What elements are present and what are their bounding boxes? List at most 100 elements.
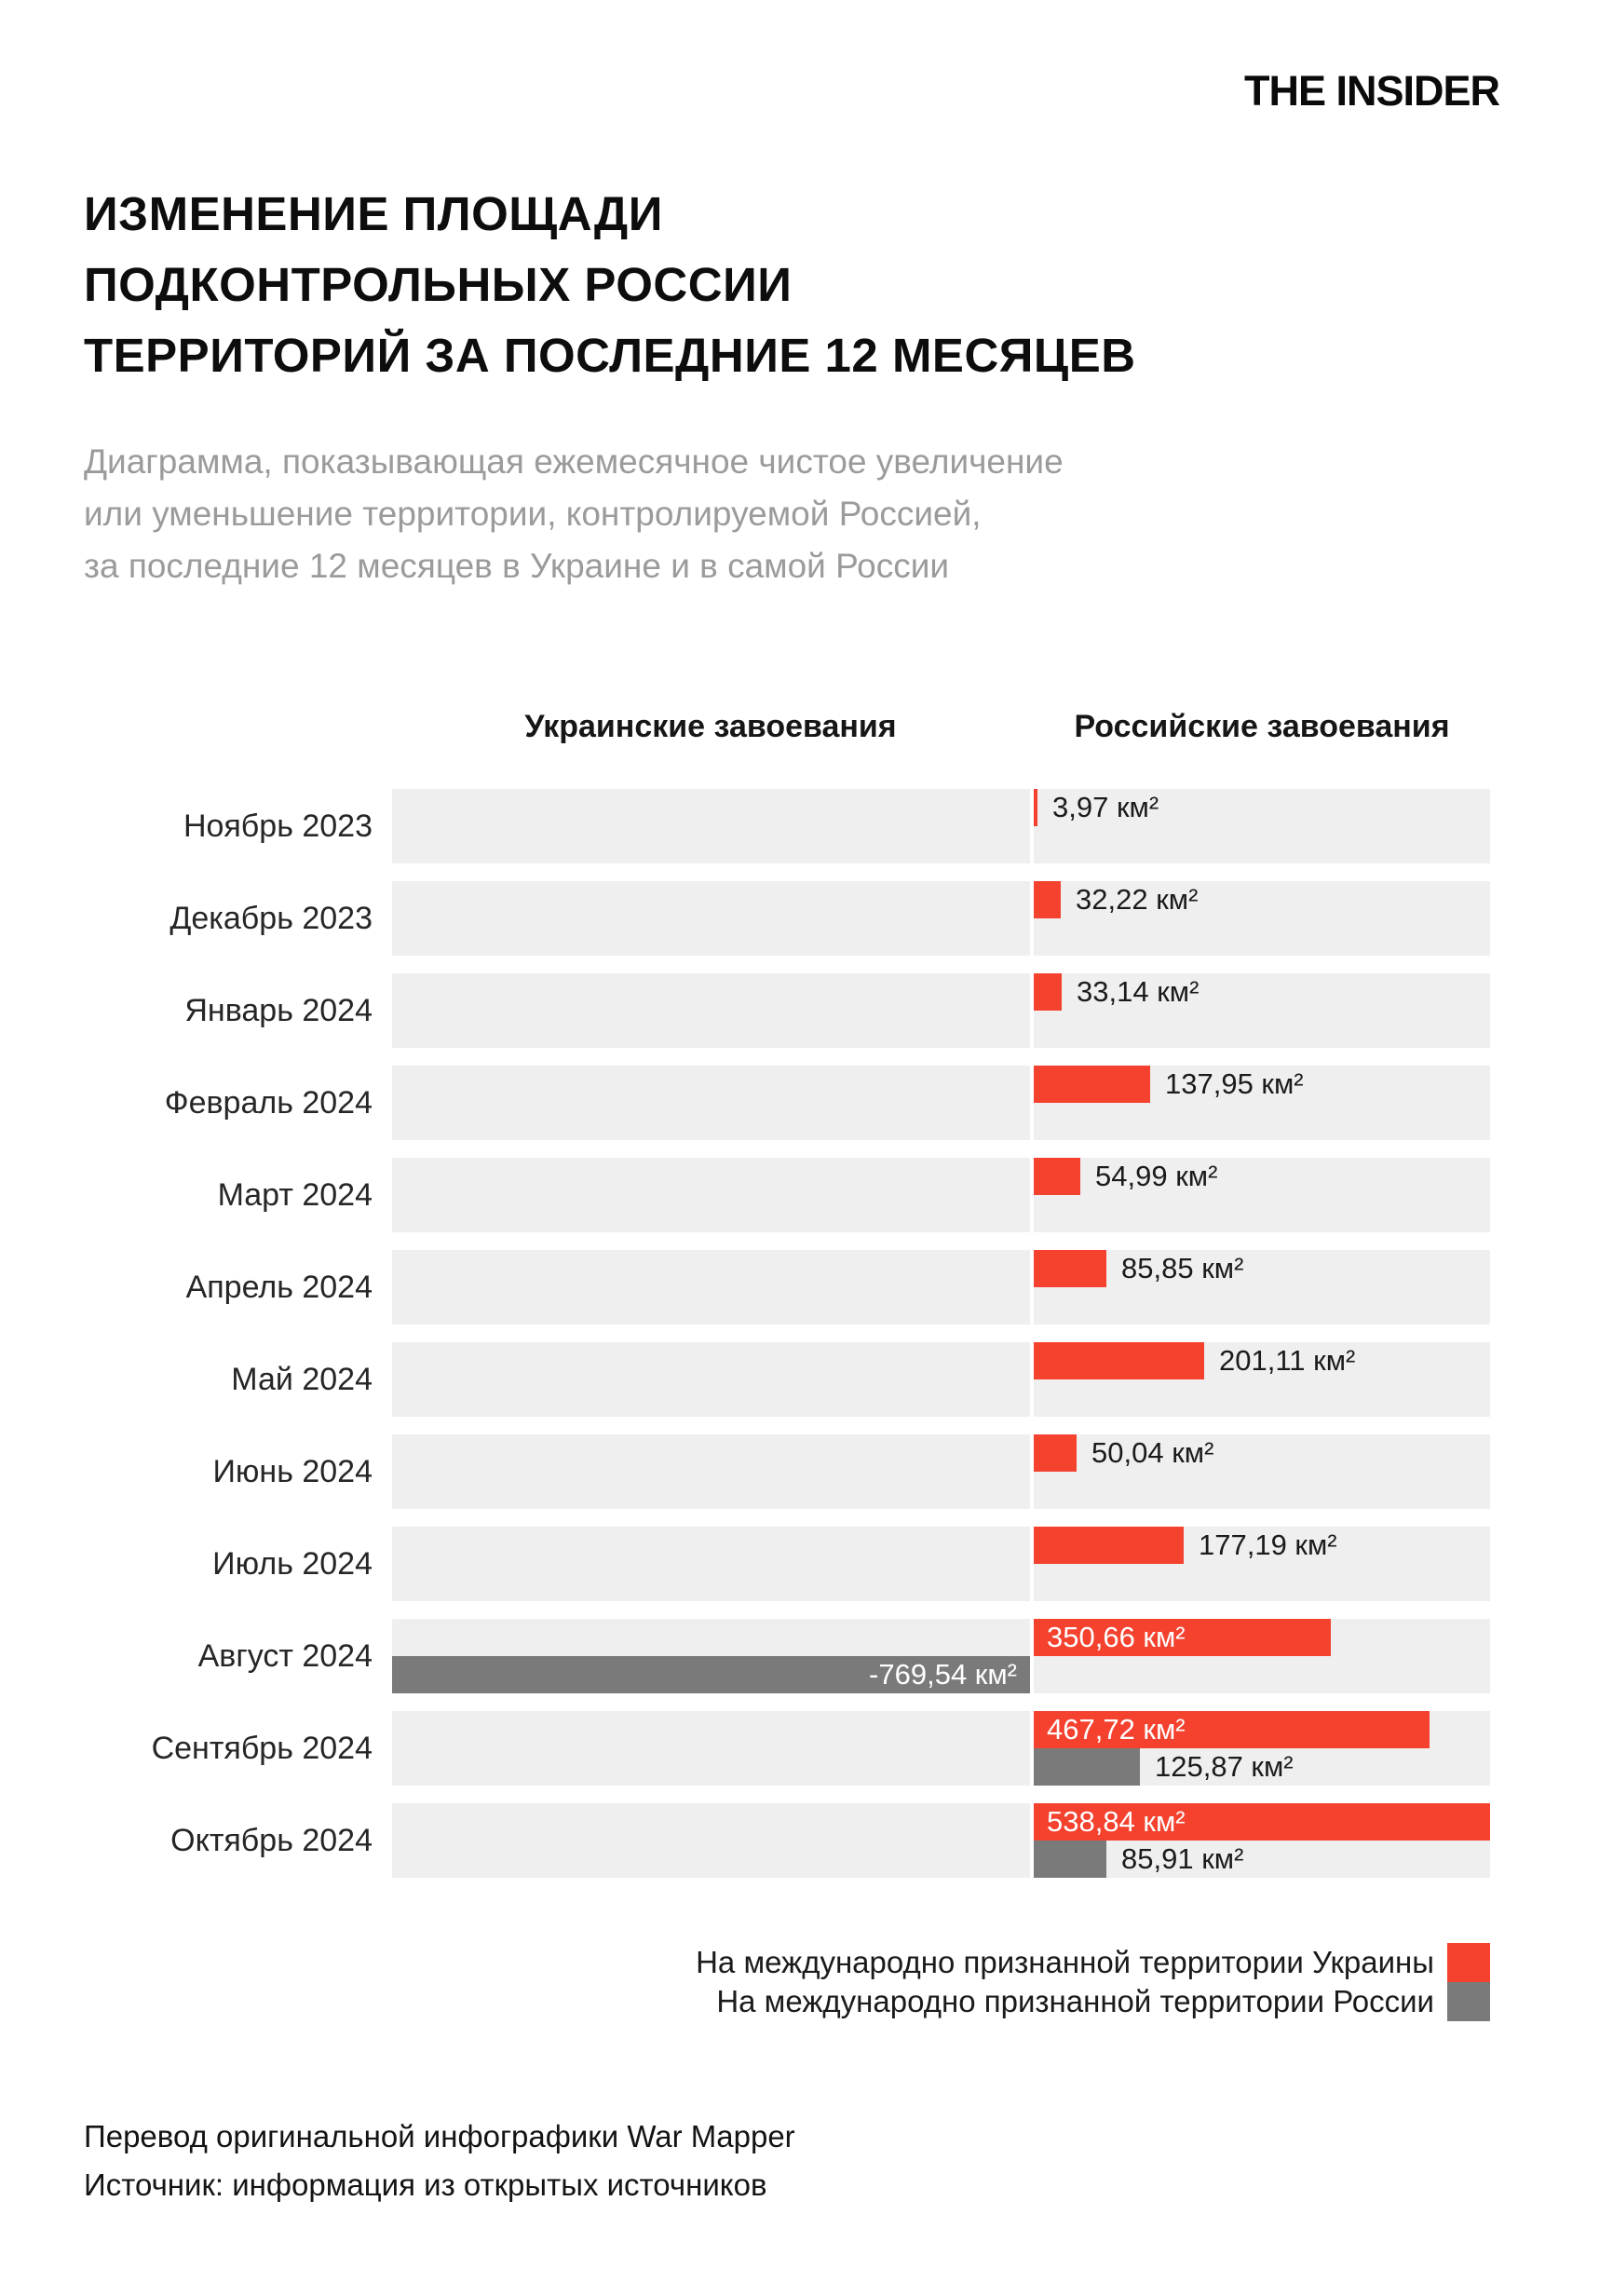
- row-band: 85,85 км²: [392, 1250, 1490, 1325]
- zero-axis-divider: [1030, 1527, 1034, 1601]
- column-header-ukrainian-gains: Украинские завоевания: [524, 709, 897, 744]
- zero-axis-divider: [1030, 973, 1034, 1048]
- value-label-ukraine-territory: 33,14 км²: [1077, 975, 1200, 1008]
- row-band: 32,22 км²: [392, 881, 1490, 956]
- month-label: Май 2024: [231, 1361, 373, 1397]
- month-label: Апрель 2024: [185, 1269, 373, 1305]
- chart-row: Март 2024 54,99 км²: [0, 1158, 1613, 1232]
- subtitle-line-1: Диаграмма, показывающая ежемесячное чист…: [84, 442, 1064, 481]
- title-line-2: ПОДКОНТРОЛЬНЫХ РОССИИ: [84, 258, 793, 311]
- chart-row: Август 2024 350,66 км² -769,54 км²: [0, 1619, 1613, 1693]
- bar-ukraine-territory: [1034, 1803, 1490, 1841]
- chart-row: Октябрь 2024 538,84 км² 85,91 км²: [0, 1803, 1613, 1878]
- chart-row: Ноябрь 2023 3,97 км²: [0, 789, 1613, 863]
- value-label-ukraine-territory: 3,97 км²: [1052, 791, 1159, 823]
- value-label-ukraine-territory: 50,04 км²: [1091, 1436, 1214, 1469]
- value-label-ukraine-territory: 177,19 км²: [1199, 1528, 1337, 1561]
- chart-row: Февраль 2024 137,95 км²: [0, 1066, 1613, 1140]
- row-band: 538,84 км² 85,91 км²: [392, 1803, 1490, 1878]
- footer-line-2: Источник: информация из открытых источни…: [84, 2167, 767, 2202]
- value-label-ukraine-territory: 32,22 км²: [1076, 883, 1199, 916]
- chart-row: Январь 2024 33,14 км²: [0, 973, 1613, 1048]
- bar-ukraine-territory: [1034, 881, 1061, 918]
- zero-axis-divider: [1030, 789, 1034, 863]
- row-band: 3,97 км²: [392, 789, 1490, 863]
- legend-swatch-ukraine-territory: [1447, 1943, 1490, 1982]
- value-label-ukraine-territory: 538,84 км²: [1047, 1805, 1186, 1838]
- bar-ukraine-territory: [1034, 1434, 1077, 1472]
- chart-rows: Ноябрь 2023 3,97 км² Декабрь 2023 32,22 км²…: [0, 789, 1613, 1907]
- subtitle-line-2: или уменьшение территории, контролируемо…: [84, 495, 982, 533]
- bar-russia-territory: [1034, 1841, 1106, 1878]
- row-band: 350,66 км² -769,54 км²: [392, 1619, 1490, 1693]
- bar-ukraine-territory: [1034, 1066, 1150, 1103]
- bar-ukraine-territory: [1034, 973, 1062, 1011]
- zero-axis-divider: [1030, 1342, 1034, 1417]
- row-band: 137,95 км²: [392, 1066, 1490, 1140]
- month-label: Январь 2024: [184, 992, 373, 1028]
- value-label-russia-territory: 85,91 км²: [1121, 1842, 1244, 1875]
- month-label: Октябрь 2024: [170, 1822, 373, 1858]
- column-header-russian-gains: Российские завоевания: [1074, 709, 1450, 744]
- chart-row: Декабрь 2023 32,22 км²: [0, 881, 1613, 956]
- legend-label-ukraine-territory: На международно признанной территории Ук…: [696, 1945, 1434, 1979]
- zero-axis-divider: [1030, 1434, 1034, 1509]
- zero-axis-divider: [1030, 1619, 1034, 1693]
- value-label-ukraine-territory: 467,72 км²: [1047, 1713, 1186, 1746]
- value-label-ukraine-territory: 137,95 км²: [1165, 1067, 1304, 1100]
- bar-ukraine-territory: [1034, 1158, 1080, 1195]
- month-label: Март 2024: [217, 1176, 373, 1213]
- value-label-russia-territory: 125,87 км²: [1155, 1750, 1294, 1783]
- title-line-3: ТЕРРИТОРИЙ ЗА ПОСЛЕДНИЕ 12 МЕСЯЦЕВ: [84, 329, 1136, 382]
- row-band: 33,14 км²: [392, 973, 1490, 1048]
- row-band: 467,72 км² 125,87 км²: [392, 1711, 1490, 1786]
- month-label: Сентябрь 2024: [151, 1730, 373, 1766]
- zero-axis-divider: [1030, 881, 1034, 956]
- value-label-russia-territory: -769,54 км²: [869, 1658, 1017, 1691]
- source-note: Перевод оригинальной инфографики War Map…: [84, 2113, 795, 2209]
- row-band: 201,11 км²: [392, 1342, 1490, 1417]
- legend-item-russia-territory: На международно признанной территории Ро…: [0, 1982, 1490, 2021]
- chart-row: Апрель 2024 85,85 км²: [0, 1250, 1613, 1325]
- chart-row: Июль 2024 177,19 км²: [0, 1527, 1613, 1601]
- month-label: Ноябрь 2023: [183, 808, 373, 844]
- chart-row: Май 2024 201,11 км²: [0, 1342, 1613, 1417]
- bar-ukraine-territory: [1034, 1342, 1204, 1379]
- bar-russia-territory: [1034, 1748, 1140, 1786]
- value-label-ukraine-territory: 350,66 км²: [1047, 1621, 1186, 1653]
- subtitle-line-3: за последние 12 месяцев в Украине и в са…: [84, 547, 950, 585]
- value-label-ukraine-territory: 201,11 км²: [1219, 1344, 1356, 1377]
- value-label-ukraine-territory: 54,99 км²: [1095, 1160, 1218, 1192]
- chart-legend: На международно признанной территории Ук…: [0, 1943, 1490, 2021]
- footer-line-1: Перевод оригинальной инфографики War Map…: [84, 2119, 795, 2153]
- legend-item-ukraine-territory: На международно признанной территории Ук…: [0, 1943, 1490, 1982]
- bar-ukraine-territory: [1034, 1711, 1430, 1748]
- chart-row: Июнь 2024 50,04 км²: [0, 1434, 1613, 1509]
- value-label-ukraine-territory: 85,85 км²: [1121, 1252, 1244, 1284]
- month-label: Август 2024: [197, 1637, 373, 1674]
- legend-label-russia-territory: На международно признанной территории Ро…: [716, 1984, 1434, 2018]
- zero-axis-divider: [1030, 1250, 1034, 1325]
- row-band: 50,04 км²: [392, 1434, 1490, 1509]
- row-band: 54,99 км²: [392, 1158, 1490, 1232]
- row-band: 177,19 км²: [392, 1527, 1490, 1601]
- zero-axis-divider: [1030, 1711, 1034, 1786]
- zero-axis-divider: [1030, 1066, 1034, 1140]
- bar-ukraine-territory: [1034, 789, 1037, 826]
- title-line-1: ИЗМЕНЕНИЕ ПЛОЩАДИ: [84, 187, 663, 240]
- zero-axis-divider: [1030, 1158, 1034, 1232]
- legend-swatch-russia-territory: [1447, 1982, 1490, 2021]
- bar-ukraine-territory: [1034, 1250, 1106, 1287]
- bar-russia-territory: [392, 1656, 1030, 1693]
- page-subtitle: Диаграмма, показывающая ежемесячное чист…: [84, 436, 1064, 592]
- month-label: Июль 2024: [212, 1545, 373, 1582]
- publisher-logo: THE INSIDER: [1243, 67, 1500, 115]
- bar-ukraine-territory: [1034, 1619, 1331, 1656]
- zero-axis-divider: [1030, 1803, 1034, 1878]
- bar-ukraine-territory: [1034, 1527, 1184, 1564]
- chart-row: Сентябрь 2024 467,72 км² 125,87 км²: [0, 1711, 1613, 1786]
- page-title: ИЗМЕНЕНИЕ ПЛОЩАДИ ПОДКОНТРОЛЬНЫХ РОССИИ …: [84, 179, 1136, 391]
- month-label: Декабрь 2023: [169, 900, 373, 936]
- month-label: Июнь 2024: [212, 1453, 373, 1489]
